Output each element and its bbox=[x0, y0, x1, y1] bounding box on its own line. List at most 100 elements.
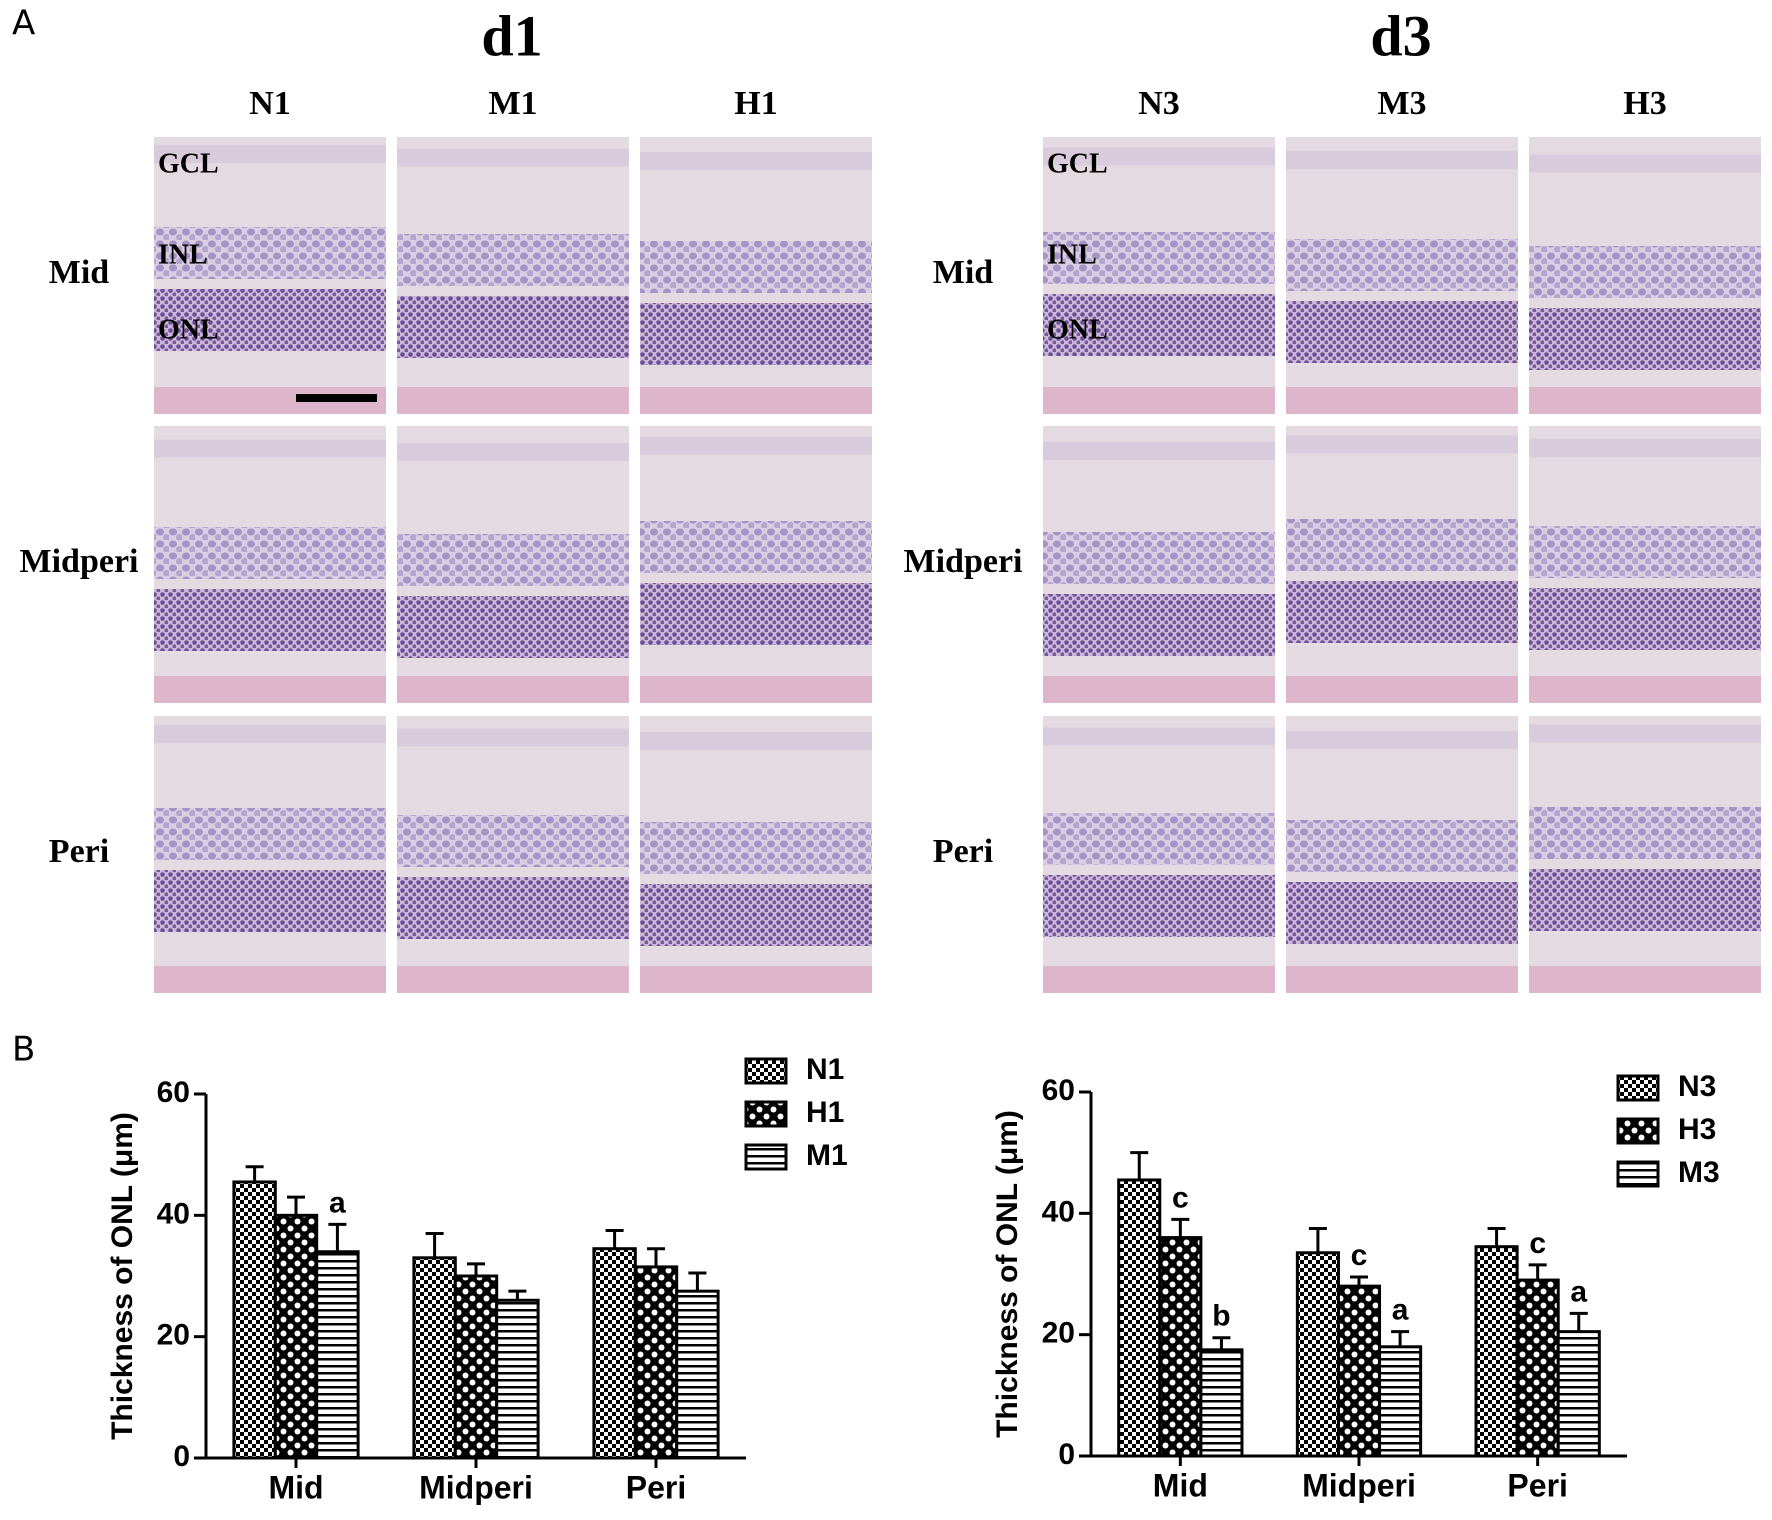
gcl-layer bbox=[640, 732, 872, 750]
inl-layer bbox=[1529, 807, 1761, 859]
onl-layer bbox=[1043, 294, 1275, 356]
onl-layer bbox=[397, 877, 629, 939]
row-label: Midperi bbox=[904, 543, 1023, 580]
onl-layer bbox=[397, 596, 629, 658]
bar bbox=[1295, 1251, 1340, 1458]
histology-image bbox=[1286, 137, 1518, 414]
y-tick-label: 20 bbox=[157, 1319, 190, 1352]
rpe-layer bbox=[1043, 966, 1275, 993]
inl-layer bbox=[1286, 820, 1518, 872]
inl-layer bbox=[1286, 519, 1518, 571]
onl-layer bbox=[640, 884, 872, 946]
bar bbox=[675, 1289, 720, 1460]
rpe-layer bbox=[1043, 676, 1275, 703]
bar bbox=[1378, 1345, 1423, 1458]
bar bbox=[315, 1250, 360, 1460]
inl-layer bbox=[640, 241, 872, 293]
histology-image bbox=[397, 426, 629, 703]
significance-label: c bbox=[1529, 1227, 1546, 1260]
bar bbox=[273, 1213, 319, 1460]
y-tick-label: 0 bbox=[173, 1440, 190, 1473]
legend-label: H1 bbox=[806, 1096, 844, 1129]
column-label: H1 bbox=[734, 85, 777, 122]
bar bbox=[1117, 1178, 1162, 1458]
legend-swatch bbox=[1616, 1117, 1660, 1145]
gcl-layer bbox=[154, 725, 386, 743]
onl-layer bbox=[640, 303, 872, 365]
bar bbox=[1199, 1348, 1244, 1458]
inl-layer bbox=[1529, 246, 1761, 298]
inl-layer bbox=[1286, 239, 1518, 291]
rpe-layer bbox=[1043, 387, 1275, 414]
bar bbox=[232, 1180, 277, 1460]
onl-layer bbox=[640, 583, 872, 645]
bar bbox=[592, 1247, 637, 1460]
onl-layer bbox=[154, 870, 386, 932]
charts: 0 20 40 60 Thickness of ONL (μm) Mid a Midperi P… bbox=[106, 1053, 1720, 1506]
rpe-layer bbox=[1529, 676, 1761, 703]
significance-label: b bbox=[1212, 1300, 1230, 1333]
histology-image bbox=[640, 137, 872, 414]
legend-label: M1 bbox=[806, 1139, 848, 1172]
column-label: M1 bbox=[488, 85, 537, 122]
gcl-layer bbox=[397, 148, 629, 167]
y-tick-label: 60 bbox=[1042, 1074, 1075, 1107]
rpe-layer bbox=[397, 387, 629, 414]
histology-image bbox=[1286, 716, 1518, 993]
onl-layer bbox=[1286, 882, 1518, 944]
layer-label: GCL bbox=[1047, 148, 1108, 179]
y-tick-label: 40 bbox=[1042, 1195, 1075, 1228]
legend-label: M3 bbox=[1678, 1156, 1720, 1189]
onl-layer bbox=[1529, 588, 1761, 650]
y-tick-label: 20 bbox=[1042, 1317, 1075, 1350]
significance-label: c bbox=[1351, 1239, 1368, 1272]
bar bbox=[1336, 1284, 1382, 1458]
row-label: Mid bbox=[49, 254, 110, 291]
y-tick-label: 60 bbox=[157, 1076, 190, 1109]
column-label: H3 bbox=[1623, 85, 1666, 122]
onl-layer bbox=[1529, 308, 1761, 370]
inl-layer bbox=[397, 234, 629, 286]
rpe-layer bbox=[640, 387, 872, 414]
inl-layer bbox=[640, 521, 872, 573]
x-tick-label: Mid bbox=[268, 1469, 323, 1505]
histology-image bbox=[154, 137, 386, 414]
rpe-layer bbox=[154, 966, 386, 993]
gcl-layer bbox=[397, 728, 629, 747]
x-tick-label: Midperi bbox=[1302, 1467, 1416, 1503]
bar bbox=[495, 1298, 540, 1460]
column-label: M3 bbox=[1377, 85, 1426, 122]
legend-swatch bbox=[1616, 1074, 1660, 1102]
onl-layer bbox=[1529, 869, 1761, 931]
bar bbox=[1474, 1245, 1519, 1458]
inl-layer bbox=[1529, 526, 1761, 578]
inl-layer bbox=[1043, 813, 1275, 865]
gcl-layer bbox=[154, 439, 386, 458]
y-axis-label: Thickness of ONL (μm) bbox=[991, 1110, 1024, 1438]
rpe-layer bbox=[1529, 966, 1761, 993]
row-label: Midperi bbox=[20, 543, 139, 580]
significance-label: a bbox=[329, 1186, 346, 1219]
rpe-layer bbox=[397, 676, 629, 703]
gcl-layer bbox=[1286, 435, 1518, 454]
histology-image bbox=[1043, 426, 1275, 703]
inl-layer bbox=[1043, 532, 1275, 584]
onl-layer bbox=[1286, 301, 1518, 363]
gcl-layer bbox=[640, 436, 872, 455]
layer-label: GCL bbox=[158, 148, 219, 179]
histology-image bbox=[1529, 137, 1761, 414]
x-tick-label: Peri bbox=[1507, 1467, 1567, 1503]
rpe-layer bbox=[1286, 676, 1518, 703]
inl-layer bbox=[397, 815, 629, 867]
gcl-layer bbox=[1529, 439, 1761, 457]
gcl-layer bbox=[1286, 731, 1518, 749]
group-title: d1 bbox=[481, 3, 542, 68]
gcl-layer bbox=[640, 152, 872, 170]
histology-image bbox=[154, 716, 386, 993]
inl-layer bbox=[640, 822, 872, 874]
row-label: Peri bbox=[933, 833, 993, 870]
rpe-layer bbox=[397, 966, 629, 993]
significance-label: c bbox=[1172, 1181, 1189, 1214]
onl-layer bbox=[1043, 594, 1275, 656]
